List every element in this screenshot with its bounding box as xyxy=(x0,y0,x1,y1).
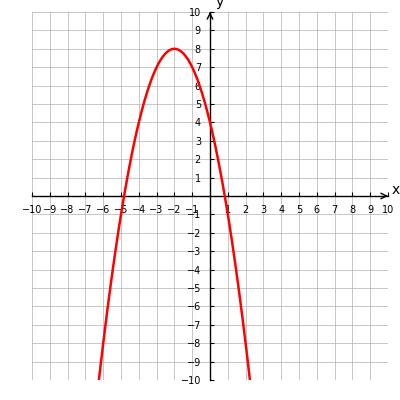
Text: y: y xyxy=(215,0,224,9)
Text: x: x xyxy=(392,184,400,198)
